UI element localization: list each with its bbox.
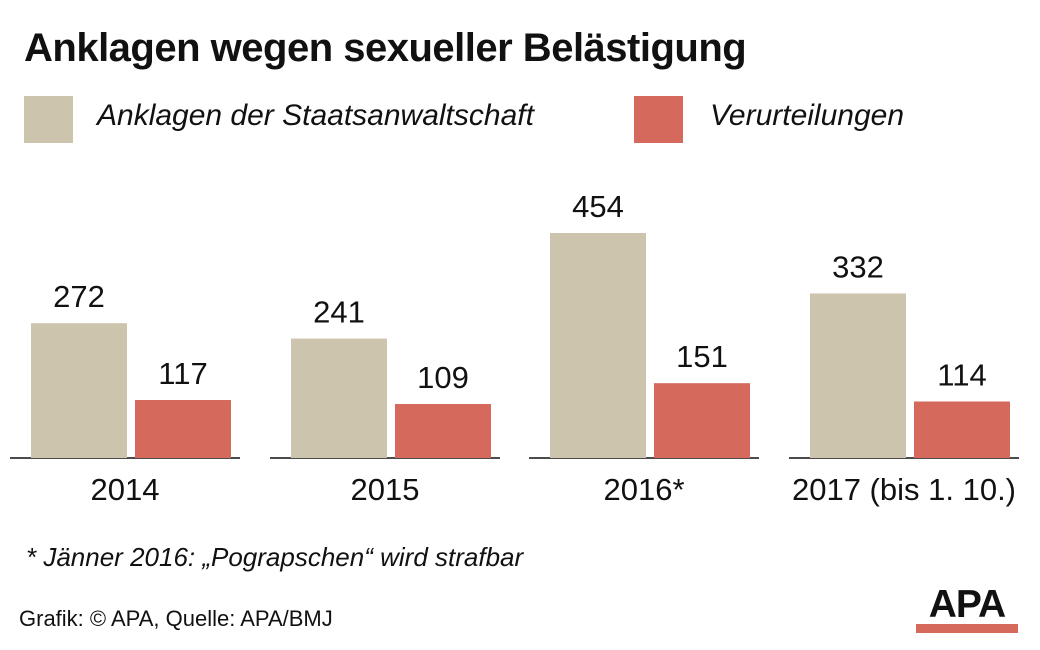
bar-chart: 2014 272 117 2015 241 109 2016* 454 151 2017 (bis…	[10, 189, 1019, 507]
bar-anklagen	[31, 323, 127, 458]
source-credit: Grafik: © APA, Quelle: APA/BMJ	[19, 606, 333, 631]
category-label: 2014	[91, 472, 160, 507]
category-label: 2015	[351, 472, 420, 507]
data-label-anklagen: 454	[572, 189, 624, 224]
data-label-verurteilungen: 151	[676, 339, 728, 374]
data-label-anklagen: 241	[313, 295, 365, 330]
category-label: 2017 (bis 1. 10.)	[792, 472, 1016, 507]
footnote: * Jänner 2016: „Pograpschen“ wird strafb…	[26, 542, 524, 572]
data-label-verurteilungen: 109	[417, 360, 469, 395]
data-label-verurteilungen: 114	[937, 358, 986, 393]
bar-verurteilungen	[135, 400, 231, 458]
legend-label-verurteilungen: Verurteilungen	[710, 99, 905, 132]
data-label-verurteilungen: 117	[158, 356, 207, 391]
legend-swatch-verurteilungen	[634, 96, 683, 143]
bar-verurteilungen	[395, 403, 491, 458]
bar-anklagen	[810, 293, 906, 458]
data-label-anklagen: 332	[832, 249, 884, 284]
bar-verurteilungen	[914, 401, 1010, 458]
apa-logo-bar	[916, 624, 1018, 633]
bar-anklagen	[291, 338, 387, 458]
chart-title: Anklagen wegen sexueller Belästigung	[24, 26, 747, 70]
apa-logo-text: APA	[928, 583, 1006, 626]
legend-label-anklagen: Anklagen der Staatsanwaltschaft	[97, 99, 534, 132]
bar-anklagen	[550, 233, 646, 458]
bar-verurteilungen	[654, 383, 750, 458]
legend-swatch-anklagen	[24, 96, 73, 143]
data-label-anklagen: 272	[53, 279, 105, 314]
apa-logo: APA	[914, 583, 1020, 633]
category-label: 2016*	[603, 472, 684, 507]
